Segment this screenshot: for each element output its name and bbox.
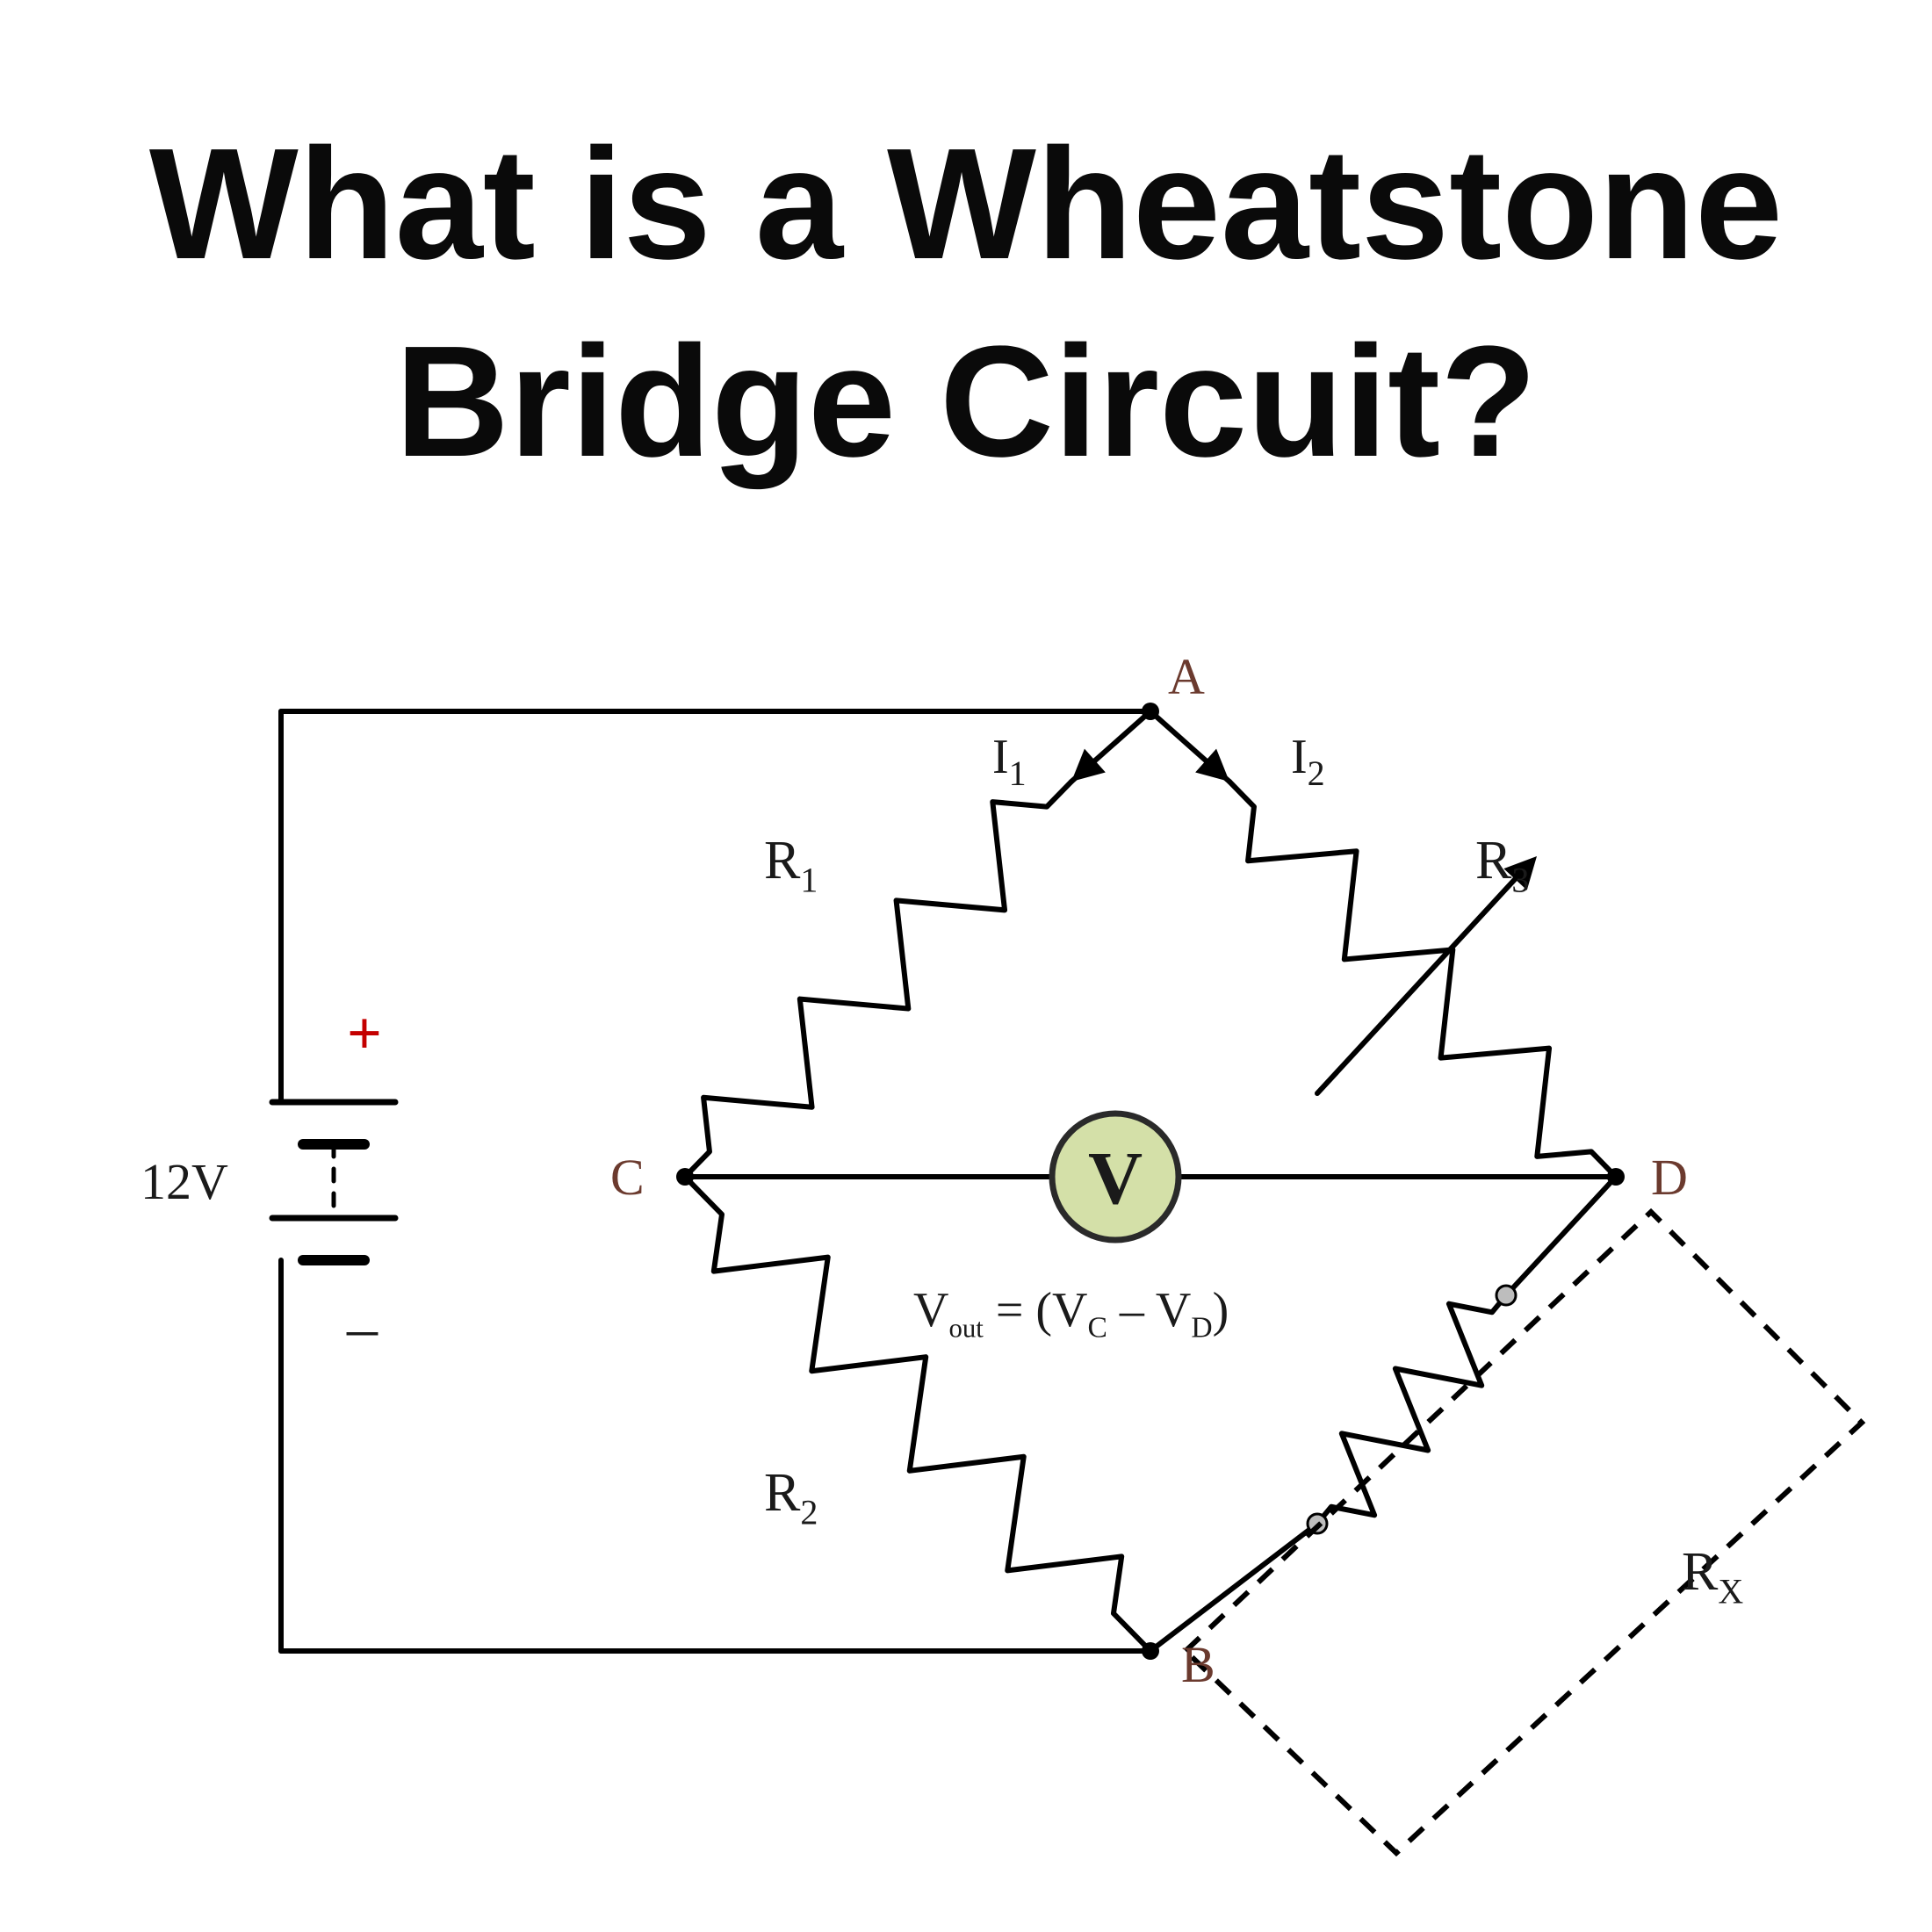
label-i1: I1: [992, 730, 1027, 793]
node-label-d: D: [1651, 1149, 1688, 1206]
resistor-rx: [1317, 1295, 1506, 1524]
vout-equation: Vout = (VC – VD): [913, 1283, 1229, 1344]
wheatstone-bridge-diagram: + – 12V V A B C D R1 R2 R3 RX I1 I2 Vout = (VC – VD): [0, 0, 1932, 1932]
label-i2: I2: [1291, 730, 1325, 793]
resistor-r2: [685, 1177, 1150, 1651]
battery-voltage-label: 12V: [141, 1153, 228, 1210]
label-r3: R3: [1475, 831, 1529, 900]
rx-dashed-enclosure: [1186, 1212, 1862, 1853]
node-label-a: A: [1168, 648, 1205, 705]
battery-plus-label: +: [347, 1000, 382, 1068]
battery-minus-label: –: [346, 1294, 378, 1362]
node-label-b: B: [1181, 1636, 1215, 1693]
label-r2: R2: [764, 1463, 818, 1532]
voltmeter-label: V: [1088, 1135, 1143, 1220]
label-rx: RX: [1682, 1542, 1743, 1611]
label-r1: R1: [764, 831, 818, 900]
node-label-c: C: [610, 1149, 645, 1206]
resistor-r1: [685, 782, 1071, 1177]
